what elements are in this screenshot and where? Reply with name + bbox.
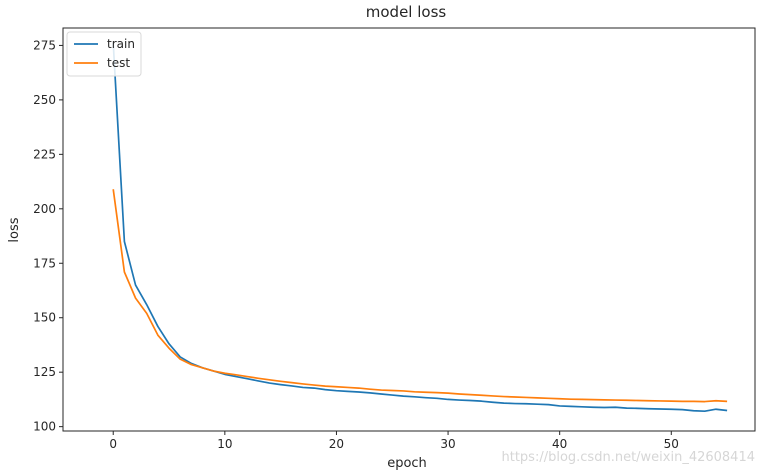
y-tick-label: 225 <box>33 147 56 161</box>
legend-label-test: test <box>107 56 130 70</box>
y-tick-label: 100 <box>33 420 56 434</box>
chart-title: model loss <box>366 3 447 21</box>
y-tick-label: 250 <box>33 93 56 107</box>
y-axis-label: loss <box>7 217 22 242</box>
y-tick-label: 200 <box>33 202 56 216</box>
watermark-text: https://blog.csdn.net/weixin_42608414 <box>501 450 755 465</box>
x-tick-label: 0 <box>109 437 117 451</box>
y-axis-ticks: 100 125 150 175 200 225 250 275 <box>33 38 63 434</box>
plot-frame <box>62 27 756 432</box>
legend-box <box>66 31 142 77</box>
x-tick-label: 40 <box>552 437 567 451</box>
series-layer <box>112 43 728 413</box>
x-axis-ticks: 0 10 20 30 40 50 <box>109 431 679 451</box>
x-tick-label: 10 <box>217 437 232 451</box>
x-axis-label: epoch <box>387 456 427 471</box>
x-tick-label: 20 <box>329 437 344 451</box>
x-tick-label: 30 <box>440 437 455 451</box>
legend: train test <box>66 31 142 77</box>
series-line-test <box>112 189 728 403</box>
y-tick-label: 275 <box>33 38 56 52</box>
y-tick-label: 175 <box>33 256 56 270</box>
x-tick-label: 50 <box>664 437 679 451</box>
y-tick-label: 150 <box>33 311 56 325</box>
y-tick-label: 125 <box>33 365 56 379</box>
legend-label-train: train <box>107 37 135 51</box>
